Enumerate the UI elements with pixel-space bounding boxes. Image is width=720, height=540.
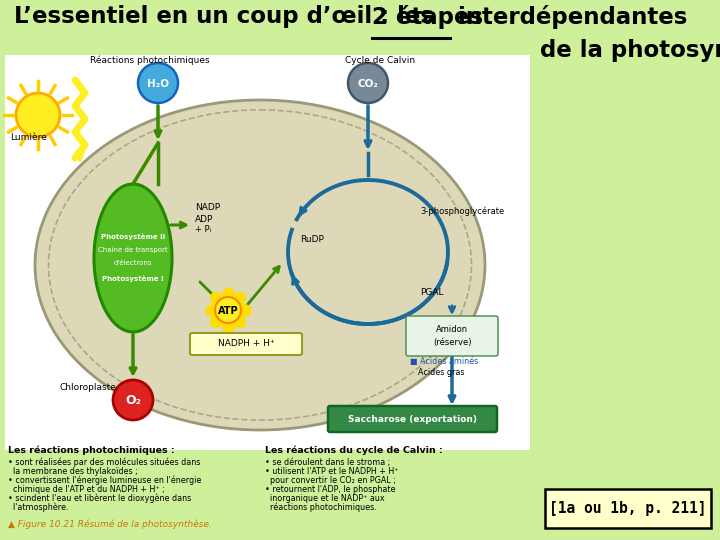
Text: ATP: ATP: [217, 306, 238, 316]
Text: Chaîne de transport: Chaîne de transport: [98, 247, 168, 253]
Text: chimique de l'ATP et du NADPH + H⁺ ;: chimique de l'ATP et du NADPH + H⁺ ;: [8, 485, 165, 494]
Text: ■ Acides aminés: ■ Acides aminés: [410, 357, 478, 366]
Circle shape: [348, 63, 388, 103]
Text: réactions photochimiques.: réactions photochimiques.: [265, 503, 377, 512]
FancyBboxPatch shape: [190, 333, 302, 355]
Text: inorganique et le NADP⁺ aux: inorganique et le NADP⁺ aux: [265, 494, 384, 503]
Text: (réserve): (réserve): [433, 338, 472, 347]
Text: • sont réalisées par des molécules situées dans: • sont réalisées par des molécules situé…: [8, 457, 200, 467]
Text: PGAL: PGAL: [420, 288, 444, 297]
FancyBboxPatch shape: [328, 406, 497, 432]
Text: 3-phosphoglycérate: 3-phosphoglycérate: [420, 206, 504, 216]
Text: • utilisent l'ATP et le NADPH + H⁺: • utilisent l'ATP et le NADPH + H⁺: [265, 467, 398, 476]
Text: ▲ Figure 10.21 Résumé de la photosynthèse.: ▲ Figure 10.21 Résumé de la photosynthès…: [8, 519, 212, 529]
Text: ADP: ADP: [195, 215, 213, 224]
Text: Acides gras: Acides gras: [418, 368, 464, 377]
Text: de la photosynthèse: de la photosynthèse: [540, 38, 720, 62]
Text: RuDP: RuDP: [300, 235, 324, 244]
Text: Lumière: Lumière: [10, 133, 47, 142]
Text: L’essentiel en un coup d’œil : les: L’essentiel en un coup d’œil : les: [14, 5, 442, 28]
Text: interdépendantes: interdépendantes: [450, 5, 688, 29]
Text: Les réactions du cycle de Calvin :: Les réactions du cycle de Calvin :: [265, 446, 443, 455]
Text: O₂: O₂: [125, 395, 141, 408]
Text: NADPH + H⁺: NADPH + H⁺: [217, 340, 274, 348]
Text: CO₂: CO₂: [358, 79, 379, 89]
Text: la membrane des thylakoïdes ;: la membrane des thylakoïdes ;: [8, 467, 138, 476]
Text: Cycle de Calvin: Cycle de Calvin: [345, 56, 415, 65]
Bar: [5, 55, 530, 450]
Text: H₂O: H₂O: [147, 79, 169, 89]
FancyBboxPatch shape: [545, 489, 711, 528]
Text: • retournent l'ADP, le phosphate: • retournent l'ADP, le phosphate: [265, 485, 395, 494]
Text: Photosystème I: Photosystème I: [102, 274, 164, 281]
Text: • convertissent l'énergie lumineuse en l'énergie: • convertissent l'énergie lumineuse en l…: [8, 476, 202, 485]
Text: Les réactions photochimiques :: Les réactions photochimiques :: [8, 446, 175, 455]
FancyBboxPatch shape: [406, 316, 498, 356]
Circle shape: [16, 93, 60, 137]
Text: Réactions photochimiques: Réactions photochimiques: [90, 56, 210, 65]
Circle shape: [215, 297, 241, 323]
Text: Saccharose (exportation): Saccharose (exportation): [348, 415, 477, 423]
Text: l'atmosphère.: l'atmosphère.: [8, 503, 68, 512]
Text: NADP: NADP: [195, 203, 220, 212]
Text: pour convertir le CO₂ en PGAL ;: pour convertir le CO₂ en PGAL ;: [265, 476, 396, 485]
Ellipse shape: [94, 184, 172, 332]
Circle shape: [138, 63, 178, 103]
Text: 2 étapes: 2 étapes: [372, 5, 483, 29]
Text: d'électrons: d'électrons: [114, 260, 152, 266]
Text: Amidon: Amidon: [436, 325, 468, 334]
Circle shape: [113, 380, 153, 420]
Text: • se déroulent dans le stroma ;: • se déroulent dans le stroma ;: [265, 458, 390, 467]
Ellipse shape: [35, 100, 485, 430]
Text: • scindent l'eau et libèrent le dioxygène dans: • scindent l'eau et libèrent le dioxygèn…: [8, 494, 192, 503]
Text: [1a ou 1b, p. 211]: [1a ou 1b, p. 211]: [549, 501, 707, 516]
Text: Photosystème II: Photosystème II: [101, 233, 165, 240]
Text: Chloroplaste: Chloroplaste: [60, 383, 117, 392]
Text: + Pᵢ: + Pᵢ: [195, 225, 211, 234]
